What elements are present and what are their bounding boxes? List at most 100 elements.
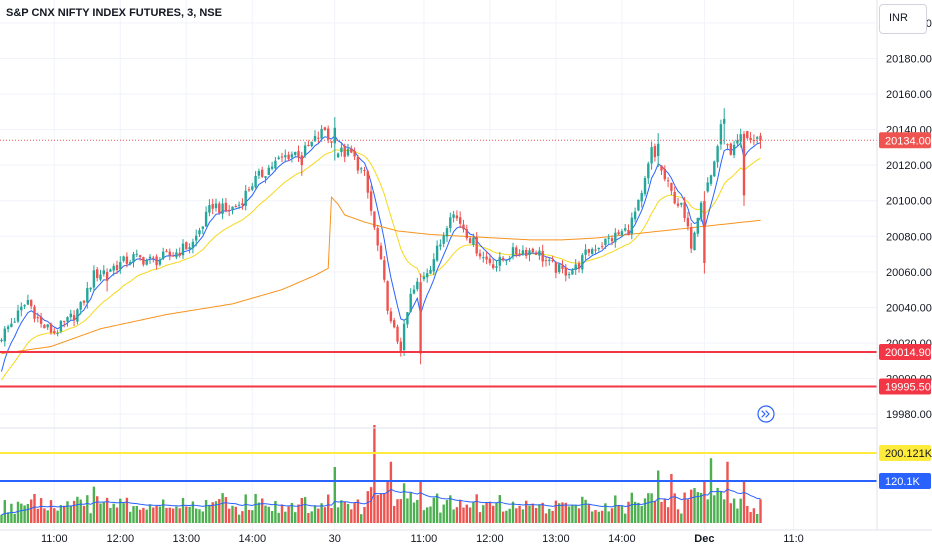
- candle-body: [643, 178, 647, 194]
- candle-body: [630, 217, 633, 234]
- volume-bar: [284, 511, 287, 523]
- candle-body: [152, 257, 155, 259]
- volume-bar: [158, 506, 162, 523]
- volume-bar: [224, 497, 228, 523]
- volume-bar: [178, 508, 181, 523]
- candle-body: [584, 249, 587, 255]
- volume-bar: [749, 512, 752, 523]
- candle-body: [264, 176, 267, 178]
- volume-bar: [300, 498, 303, 523]
- candle-body: [482, 257, 485, 259]
- candle-body: [442, 235, 445, 244]
- volume-bar: [99, 503, 102, 523]
- candle-body: [251, 186, 254, 190]
- volume-bar: [307, 513, 310, 523]
- volume-bar: [26, 504, 30, 523]
- volume-bar: [389, 461, 393, 523]
- volume-bar: [498, 495, 501, 523]
- candle-body: [0, 339, 3, 342]
- candle-body: [234, 206, 237, 208]
- volume-bar: [538, 504, 541, 523]
- volume-bar: [201, 511, 204, 523]
- time-tick-label: 30: [329, 533, 341, 545]
- volume-bar: [261, 498, 264, 523]
- volume-bar: [181, 498, 185, 523]
- volume-bar: [43, 508, 46, 523]
- volume-bar: [320, 503, 323, 523]
- volume-bar: [89, 513, 92, 523]
- volume-bar: [736, 508, 739, 523]
- candle-body: [297, 151, 300, 157]
- volume-bar: [59, 505, 63, 523]
- price-tick-label: 20060.00: [886, 267, 932, 279]
- volume-bar: [214, 501, 218, 523]
- volume-bar: [676, 509, 680, 523]
- candle-body: [46, 324, 49, 328]
- candle-body: [280, 156, 284, 158]
- candle-body: [759, 135, 762, 141]
- candle-body: [449, 217, 452, 229]
- candle-body: [558, 264, 561, 273]
- scroll-to-realtime-button[interactable]: [757, 405, 775, 423]
- volume-bar: [544, 513, 548, 523]
- candle-body: [178, 252, 181, 256]
- candle-body: [294, 152, 297, 155]
- candle-body: [10, 323, 13, 328]
- candle-body: [459, 217, 462, 224]
- volume-bar: [336, 507, 340, 523]
- volume-bar: [155, 505, 158, 523]
- volume-bar: [637, 502, 640, 523]
- candle-body: [571, 270, 574, 275]
- candle-body: [455, 215, 459, 219]
- candle-body: [683, 202, 686, 218]
- candle-layer: [0, 108, 762, 365]
- candle-body: [208, 205, 211, 213]
- candle-body: [600, 246, 604, 248]
- candle-body: [284, 155, 287, 158]
- candle-body: [432, 259, 435, 272]
- volume-bar: [198, 509, 201, 523]
- candle-body: [66, 317, 69, 322]
- candle-body: [406, 312, 409, 325]
- candle-body: [746, 131, 749, 139]
- candle-body: [488, 258, 492, 264]
- volume-layer: [0, 425, 762, 523]
- volume-bar: [690, 489, 693, 523]
- volume-bar: [383, 493, 386, 523]
- volume-bar: [680, 513, 683, 523]
- volume-bar: [729, 503, 732, 523]
- candle-body: [360, 168, 363, 170]
- volume-bar: [105, 497, 109, 523]
- volume-bar: [567, 506, 571, 523]
- level-2-label-box: [879, 378, 931, 395]
- volume-bar: [115, 507, 119, 523]
- candle-body: [518, 253, 521, 256]
- volume-bar: [63, 505, 66, 523]
- time-tick-label: 11:00: [41, 533, 68, 545]
- double-chevron-right-icon[interactable]: [761, 410, 770, 418]
- volume-bar: [732, 498, 736, 523]
- candle-body: [224, 202, 228, 211]
- volume-bar: [313, 505, 317, 523]
- candle-body: [620, 231, 624, 236]
- volume-bar: [663, 498, 666, 523]
- volume-bar: [462, 507, 465, 523]
- candle-body: [389, 311, 393, 322]
- candle-body: [115, 265, 119, 271]
- volume-bar: [597, 511, 600, 523]
- volume-bar: [241, 511, 244, 523]
- candle-body: [214, 203, 218, 209]
- candle-body: [132, 254, 135, 263]
- volume-bar: [564, 502, 567, 523]
- volume-bar: [455, 507, 459, 523]
- volume-bar: [505, 510, 508, 523]
- candle-body: [313, 136, 317, 142]
- time-tick-label: 11:0: [783, 533, 804, 545]
- volume-bar: [16, 501, 20, 523]
- candle-body: [320, 128, 323, 139]
- currency-selector[interactable]: INR: [879, 4, 927, 34]
- scroll-button-ring[interactable]: [757, 405, 775, 423]
- volume-bar: [148, 504, 152, 523]
